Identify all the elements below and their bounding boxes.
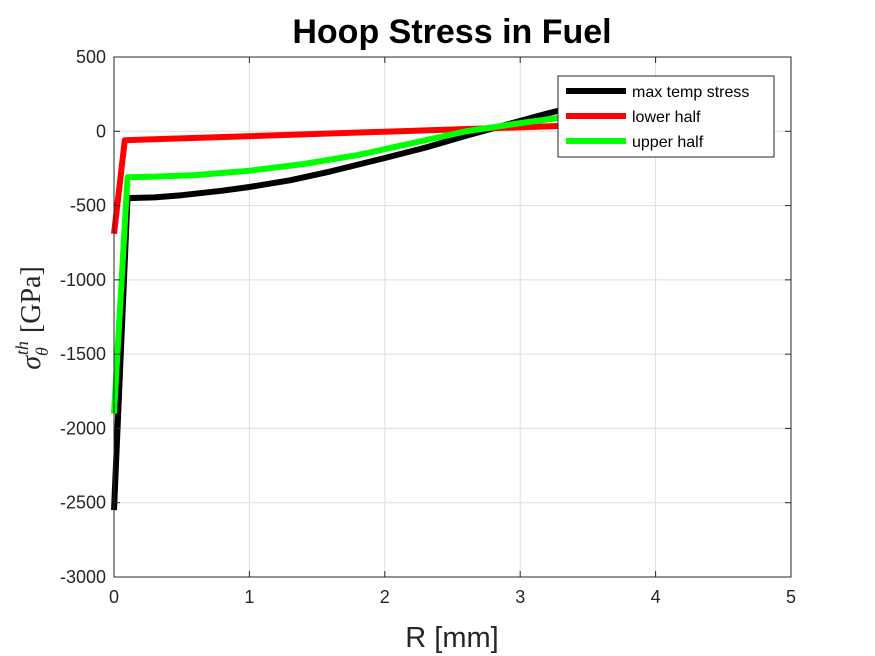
grid bbox=[114, 57, 791, 577]
x-tick-label: 4 bbox=[651, 587, 661, 607]
y-axis-label: σθth [GPa] bbox=[12, 266, 52, 370]
legend-label-3: upper half bbox=[632, 134, 704, 151]
y-tick-label: -1000 bbox=[60, 270, 106, 290]
x-tick-label: 5 bbox=[786, 587, 796, 607]
y-label-superscript: th bbox=[12, 341, 32, 355]
y-tick-label: 500 bbox=[76, 47, 106, 67]
y-tick-label: -2000 bbox=[60, 418, 106, 438]
y-tick-label: -2500 bbox=[60, 493, 106, 513]
y-label-unit: [GPa] bbox=[16, 266, 47, 333]
ticks bbox=[113, 56, 792, 578]
svg-text:σθth[GPa]: σθth [GPa] bbox=[12, 266, 52, 370]
y-tick-label: -500 bbox=[70, 196, 106, 216]
y-tick-labels: -3000 -2500 -2000 -1500 -1000 -500 0 500 bbox=[60, 47, 106, 587]
y-label-subscript: θ bbox=[32, 347, 52, 356]
x-axis-label: R [mm] bbox=[405, 622, 498, 654]
x-tick-label: 2 bbox=[380, 587, 390, 607]
x-tick-labels: 0 1 2 3 4 5 bbox=[109, 587, 796, 607]
x-tick-label: 1 bbox=[244, 587, 254, 607]
series-line-2 bbox=[111, 122, 582, 235]
y-tick-label: 0 bbox=[96, 121, 106, 141]
legend-label-1: max temp stress bbox=[632, 84, 749, 101]
legend-label-2: lower half bbox=[632, 109, 701, 126]
series-line-3 bbox=[111, 111, 582, 414]
x-tick-label: 3 bbox=[515, 587, 525, 607]
axes-frame bbox=[113, 56, 792, 578]
y-label-symbol: σ bbox=[16, 355, 47, 370]
series-lines bbox=[111, 102, 582, 511]
chart-title: Hoop Stress in Fuel bbox=[292, 13, 611, 51]
legend: max temp stress lower half upper half bbox=[557, 75, 775, 158]
y-tick-label: -3000 bbox=[60, 567, 106, 587]
x-tick-label: 0 bbox=[109, 587, 119, 607]
y-tick-label: -1500 bbox=[60, 344, 106, 364]
